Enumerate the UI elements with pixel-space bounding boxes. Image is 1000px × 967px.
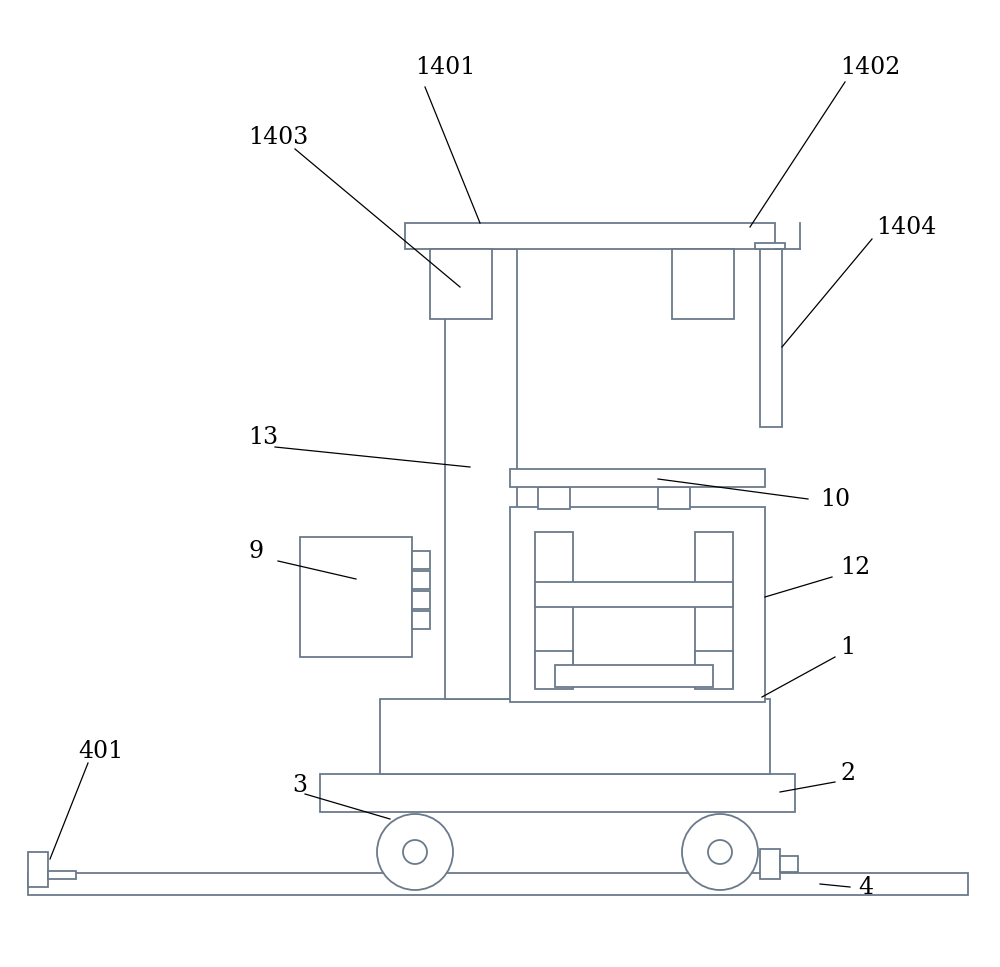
Text: 1404: 1404 [876,216,936,239]
Circle shape [682,814,758,890]
Text: 9: 9 [248,541,263,564]
Bar [412,611,430,629]
Text: 401: 401 [78,741,123,764]
Bar [445,249,517,699]
Text: 1402: 1402 [840,55,900,78]
Bar [672,249,734,319]
Bar [412,591,430,609]
Bar [780,856,798,872]
Bar [535,582,733,607]
Text: 1403: 1403 [248,126,308,149]
Bar [320,774,795,812]
Circle shape [708,840,732,864]
Bar [405,223,775,249]
Text: 10: 10 [820,487,850,511]
Bar [535,532,573,687]
Bar [380,699,770,774]
Text: 2: 2 [840,761,855,784]
Bar [430,249,492,319]
Bar [28,852,48,887]
Bar [300,537,412,657]
Bar [412,551,430,569]
Bar [412,571,430,589]
Bar [510,469,765,487]
Text: 13: 13 [248,425,278,449]
Circle shape [377,814,453,890]
Circle shape [403,840,427,864]
Bar [510,507,765,702]
Bar [658,487,690,509]
Bar [760,249,782,427]
Bar [695,651,733,689]
Bar [755,243,785,249]
Text: 12: 12 [840,555,870,578]
Text: 1401: 1401 [415,55,475,78]
Bar [28,873,968,895]
Bar [695,532,733,687]
Text: 4: 4 [858,875,873,898]
Bar [555,665,713,687]
Bar [48,871,76,879]
Bar [538,487,570,509]
Text: 1: 1 [840,635,855,659]
Bar [535,651,573,689]
Text: 3: 3 [292,774,307,797]
Bar [760,849,780,879]
